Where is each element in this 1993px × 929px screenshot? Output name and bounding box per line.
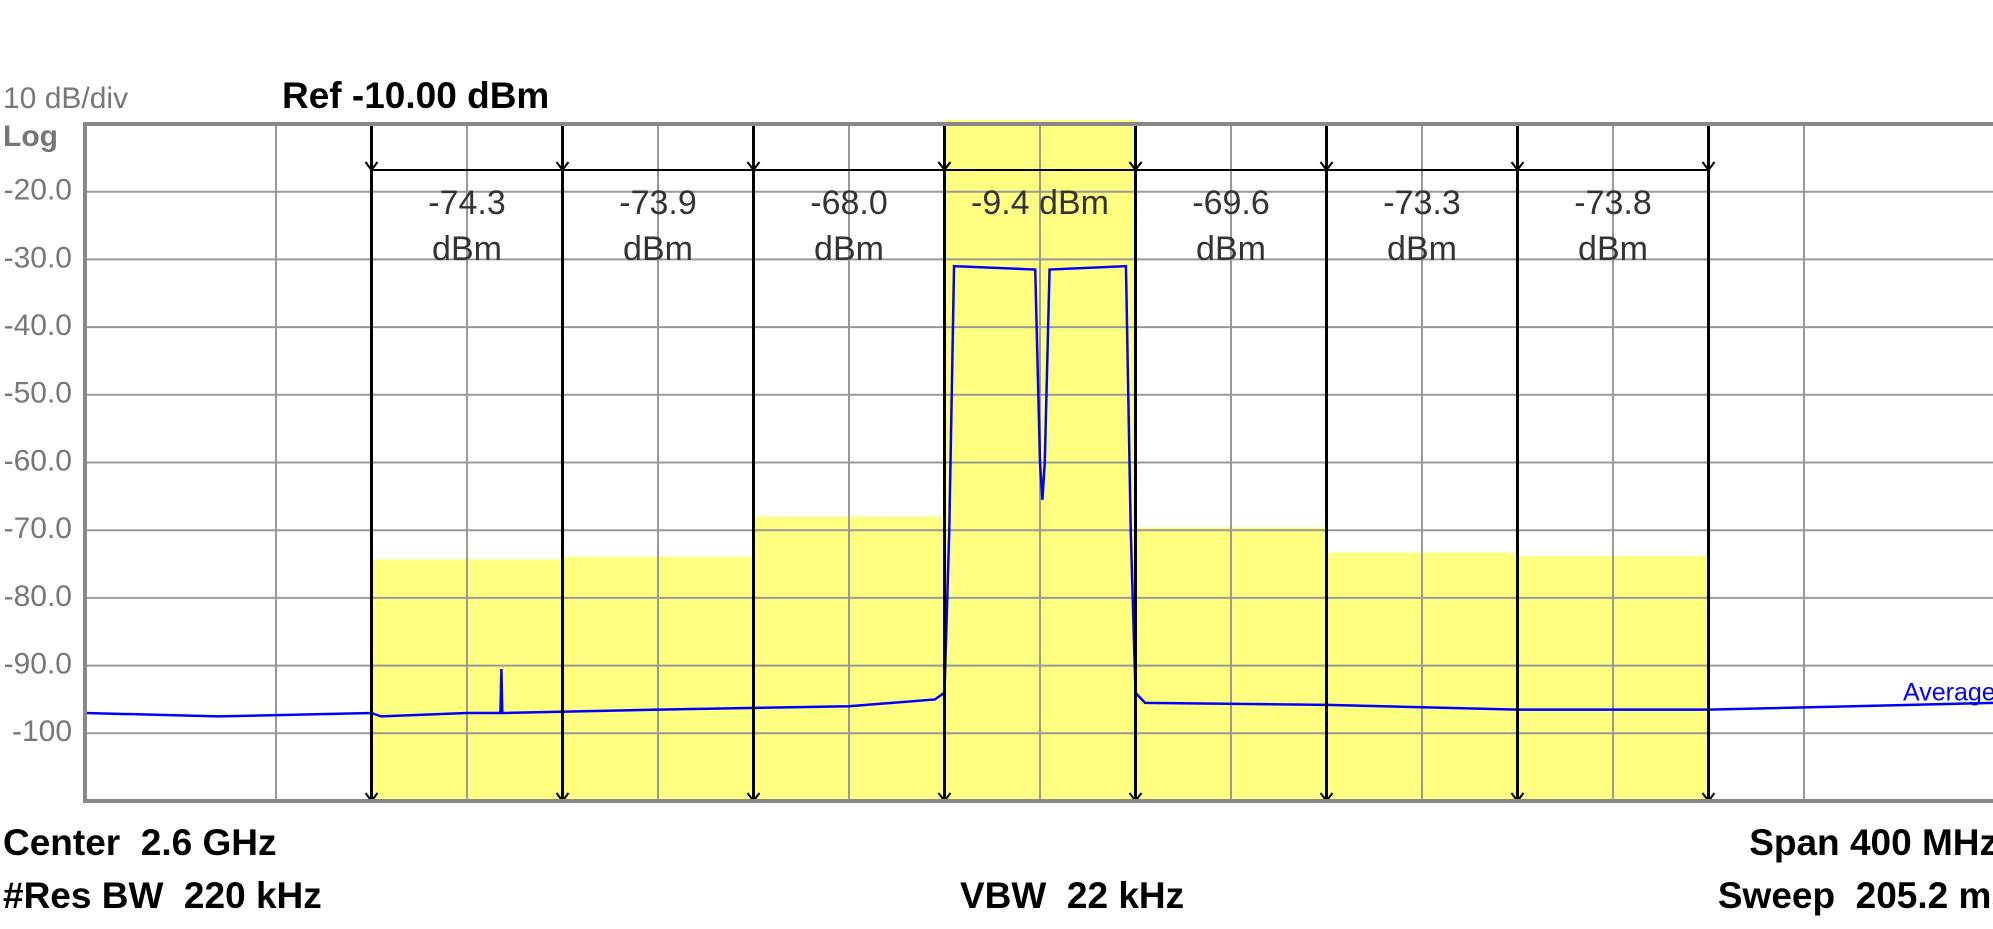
scale-type: Log	[3, 120, 58, 153]
ref-label: Ref -10.00 dBm	[282, 75, 549, 116]
channel-power-label: -73.3 dBm	[1383, 184, 1461, 268]
channel-power-label: -73.9 dBm	[619, 184, 697, 268]
channel-power-label: -9.4 dBm	[971, 184, 1109, 222]
center-label: Center 2.6 GHz	[3, 822, 276, 863]
y-tick-label: -90.0	[4, 648, 72, 681]
channel-power-label: -73.8 dBm	[1574, 184, 1652, 268]
rbw-label: #Res BW 220 kHz	[3, 875, 322, 916]
channel-power-label: -74.3 dBm	[428, 184, 506, 268]
sweep-label: Sweep 205.2 ms	[1718, 875, 1993, 916]
y-tick-label: -80.0	[4, 580, 72, 613]
channel-power-label: -69.6 dBm	[1192, 184, 1270, 268]
y-tick-label: -30.0	[4, 241, 72, 274]
y-tick-label: -60.0	[4, 444, 72, 477]
y-tick-label: -70.0	[4, 512, 72, 545]
y-tick-label: -100	[12, 715, 72, 748]
channel-power-label: -68.0 dBm	[810, 184, 888, 268]
trace-label: Average	[1903, 679, 1993, 707]
trace-line	[84, 264, 1993, 718]
y-tick-label: -20.0	[4, 174, 72, 207]
vbw-label: VBW 22 kHz	[960, 875, 1184, 916]
scale-label: 10 dB/div	[3, 82, 128, 115]
plot-border	[83, 122, 1993, 803]
y-tick-label: -50.0	[4, 377, 72, 410]
y-tick-label: -40.0	[4, 309, 72, 342]
span-label: Span 400 MHz	[1749, 822, 1993, 863]
